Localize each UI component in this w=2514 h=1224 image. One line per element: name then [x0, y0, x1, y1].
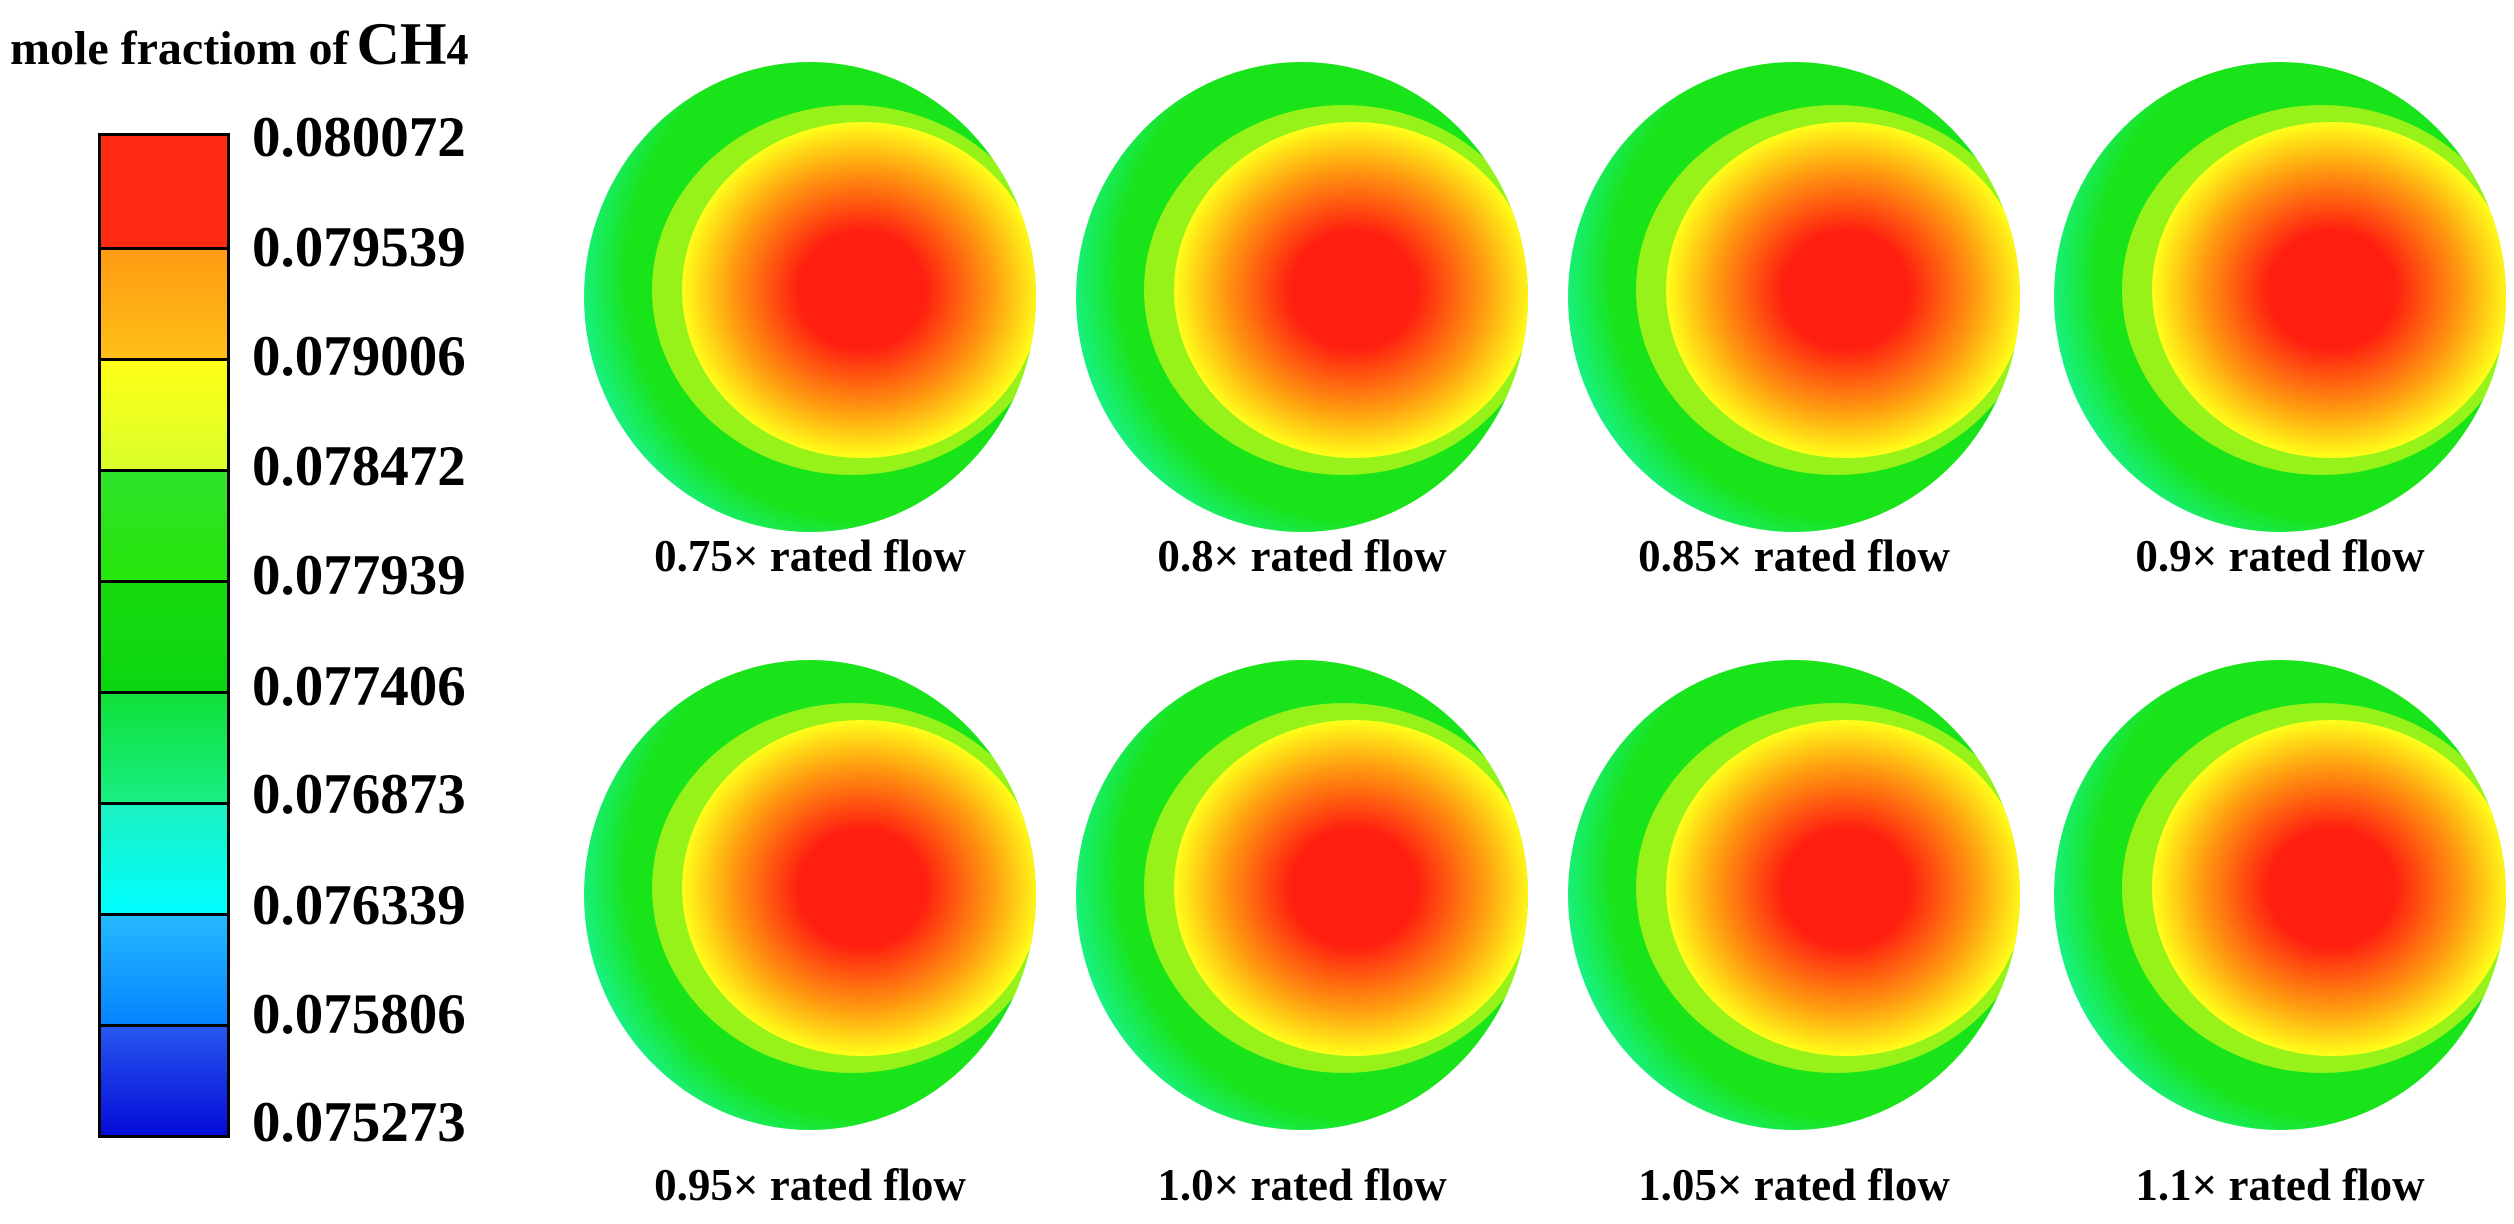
concentration-core — [682, 720, 1036, 1056]
contour-plot — [1566, 658, 2022, 1132]
contour-plot — [1074, 60, 1530, 534]
colorbar-tick-label: 0.076339 — [252, 873, 466, 937]
contour-plot — [2052, 658, 2508, 1132]
colorbar-tick-label: 0.079006 — [252, 325, 466, 388]
colorbar-band-9 — [101, 1024, 227, 1135]
colorbar-tick-label: 0.076873 — [252, 763, 466, 827]
formula-main: CH — [356, 11, 447, 77]
plot-label: 0.85× rated flow — [1638, 531, 1950, 581]
formula-subscript: 4 — [446, 25, 469, 74]
colorbar-band-3 — [101, 358, 227, 470]
legend-title: mole fractiom of CH4 — [10, 14, 469, 74]
contour-field — [1568, 62, 2020, 532]
plot-label: 0.8× rated flow — [1157, 531, 1447, 581]
legend-title-formula: CH4 — [357, 11, 469, 77]
concentration-core — [2152, 122, 2506, 458]
contour-field — [584, 660, 1036, 1130]
colorbar-tick-label: 0.078472 — [252, 435, 466, 499]
plot-label: 0.9× rated flow — [2135, 531, 2425, 581]
plot-label: 0.95× rated flow — [654, 1160, 966, 1210]
contour-plot — [2052, 60, 2508, 534]
contour-plot — [582, 60, 1038, 534]
concentration-core — [682, 122, 1036, 458]
plot-label: 1.1× rated flow — [2135, 1160, 2425, 1210]
colorbar-band-7 — [101, 802, 227, 914]
colorbar-tick-label: 0.075806 — [252, 982, 466, 1046]
colorbar-tick-label: 0.080072 — [252, 105, 466, 169]
contour-plot — [582, 658, 1038, 1132]
contour-field — [584, 62, 1036, 532]
concentration-core — [1666, 720, 2020, 1056]
concentration-core — [1174, 720, 1528, 1056]
concentration-core — [1174, 122, 1528, 458]
contour-field — [1076, 62, 1528, 532]
colorbar-band-2 — [101, 247, 227, 359]
legend-title-text: mole fractiom of — [10, 22, 349, 75]
colorbar-band-6 — [101, 691, 227, 803]
colorbar-band-1 — [101, 136, 227, 248]
concentration-core — [1666, 122, 2020, 458]
plot-label: 1.0× rated flow — [1157, 1160, 1447, 1210]
contour-field — [1076, 660, 1528, 1130]
colorbar-tick-label: 0.079539 — [252, 216, 466, 280]
contour-field — [1568, 660, 2020, 1130]
contour-field — [2054, 660, 2506, 1130]
colorbar-band-4 — [101, 469, 227, 581]
colorbar-band-8 — [101, 913, 227, 1025]
plot-label: 1.05× rated flow — [1638, 1160, 1950, 1210]
colorbar-tick-label: 0.075273 — [252, 1091, 466, 1155]
contour-field — [2054, 62, 2506, 532]
colorbar — [98, 133, 230, 1138]
colorbar-tick-label: 0.077939 — [252, 544, 466, 608]
colorbar-tick-label: 0.077406 — [252, 654, 466, 718]
contour-plot — [1074, 658, 1530, 1132]
colorbar-band-5 — [101, 580, 227, 692]
plot-label: 0.75× rated flow — [654, 531, 966, 581]
concentration-core — [2152, 720, 2506, 1056]
contour-plot — [1566, 60, 2022, 534]
